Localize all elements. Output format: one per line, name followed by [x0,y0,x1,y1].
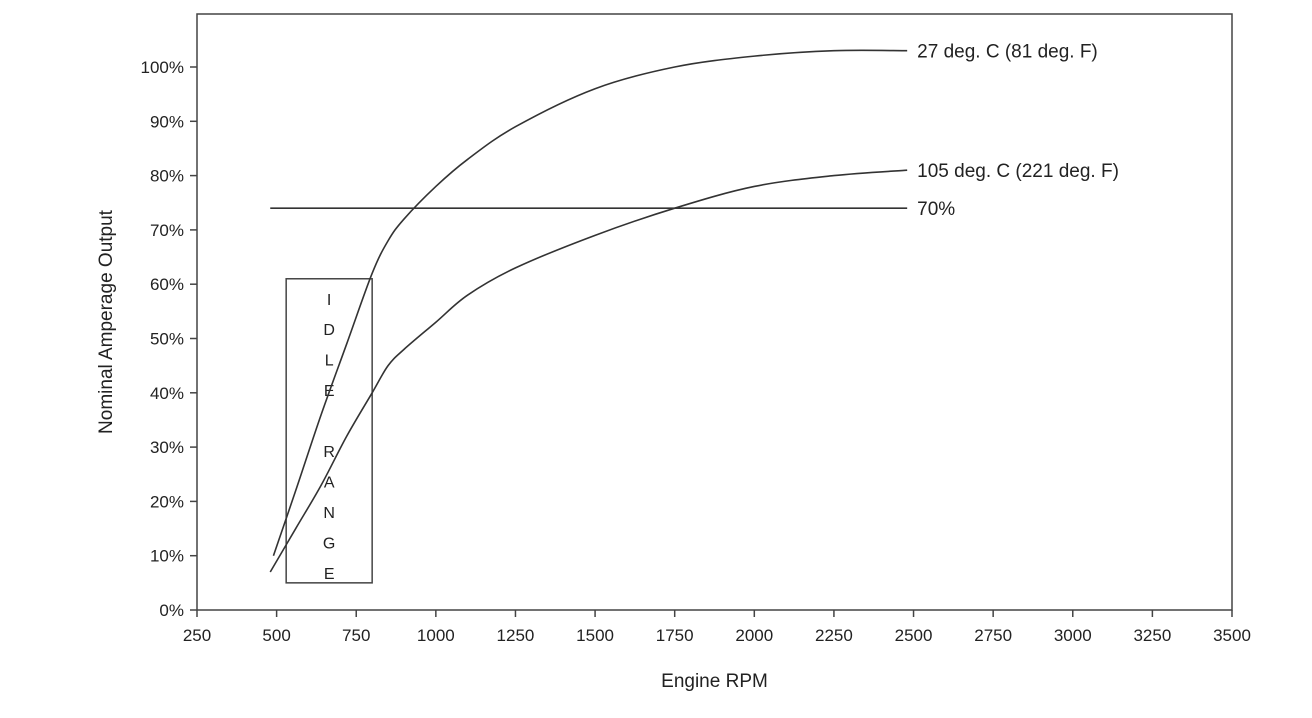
idle-range-letter: I [327,292,331,309]
y-tick-label: 60% [150,275,184,294]
idle-range-letter: D [323,322,335,339]
x-tick-label: 2250 [815,626,853,645]
x-tick-label: 2500 [895,626,933,645]
series-layer: 27 deg. C (81 deg. F) 105 deg. C (221 deg… [269,42,1119,573]
x-axis-label: Engine RPM [661,671,768,692]
y-tick-label: 0% [159,601,184,620]
plot-area-frame [196,13,1233,611]
y-axis: 0% 10% 20% 30% 40% 50% 60% 70% 80% 90% 100% [141,58,197,620]
idle-range-letter: R [323,444,335,461]
x-tick-label: 1500 [576,626,614,645]
x-tick-label: 250 [183,626,211,645]
series-label-2: 105 deg. C (221 deg. F) [917,161,1119,182]
x-tick-label: 750 [342,626,370,645]
series-label-3: 70% [917,199,955,220]
idle-range-box [285,278,373,584]
y-tick-label: 20% [150,492,184,511]
y-tick-label: 80% [150,167,184,186]
y-axis-label: Nominal Amperage Output [96,209,117,434]
x-tick-label: 2750 [974,626,1012,645]
x-tick-label: 3000 [1054,626,1092,645]
idle-range-letter: E [324,566,335,583]
y-tick-label: 40% [150,384,184,403]
x-tick-label: 1250 [497,626,535,645]
idle-range-letter: G [323,535,335,552]
x-tick-label: 2000 [735,626,773,645]
x-tick-label: 500 [262,626,290,645]
x-tick-label: 1000 [417,626,455,645]
y-tick-label: 100% [141,58,184,77]
y-tick-label: 30% [150,438,184,457]
idle-range-letter: N [323,505,335,522]
y-tick-label: 50% [150,330,184,349]
series-label-1: 27 deg. C (81 deg. F) [917,42,1098,63]
x-axis: 250 500 750 1000 1250 1500 1750 2000 2250 2500 275… [183,610,1251,645]
idle-range-letter: A [324,474,335,491]
series-line-2 [269,169,908,573]
series-line-1 [272,49,908,556]
x-tick-label: 3250 [1133,626,1171,645]
idle-range-letter: L [325,353,334,370]
y-tick-label: 10% [150,547,184,566]
x-tick-label: 3500 [1213,626,1251,645]
y-tick-label: 70% [150,221,184,240]
y-tick-label: 90% [150,112,184,131]
x-tick-label: 1750 [656,626,694,645]
